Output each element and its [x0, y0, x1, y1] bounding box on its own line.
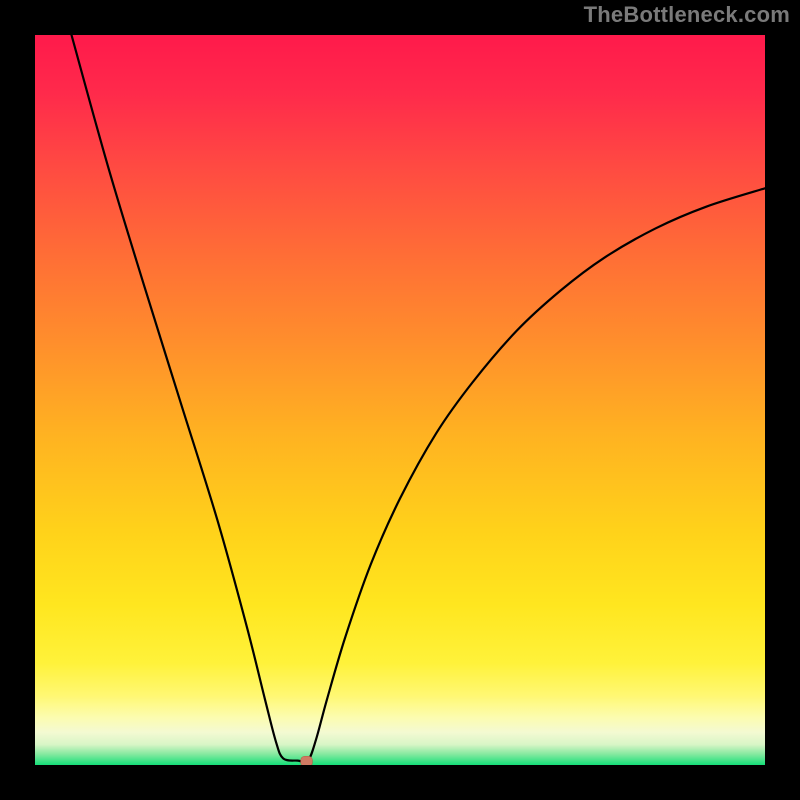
chart-stage: TheBottleneck.com [0, 0, 800, 800]
minimum-marker [301, 756, 313, 766]
bottleneck-chart [0, 0, 800, 800]
source-watermark: TheBottleneck.com [584, 2, 790, 28]
plot-background [35, 35, 765, 765]
